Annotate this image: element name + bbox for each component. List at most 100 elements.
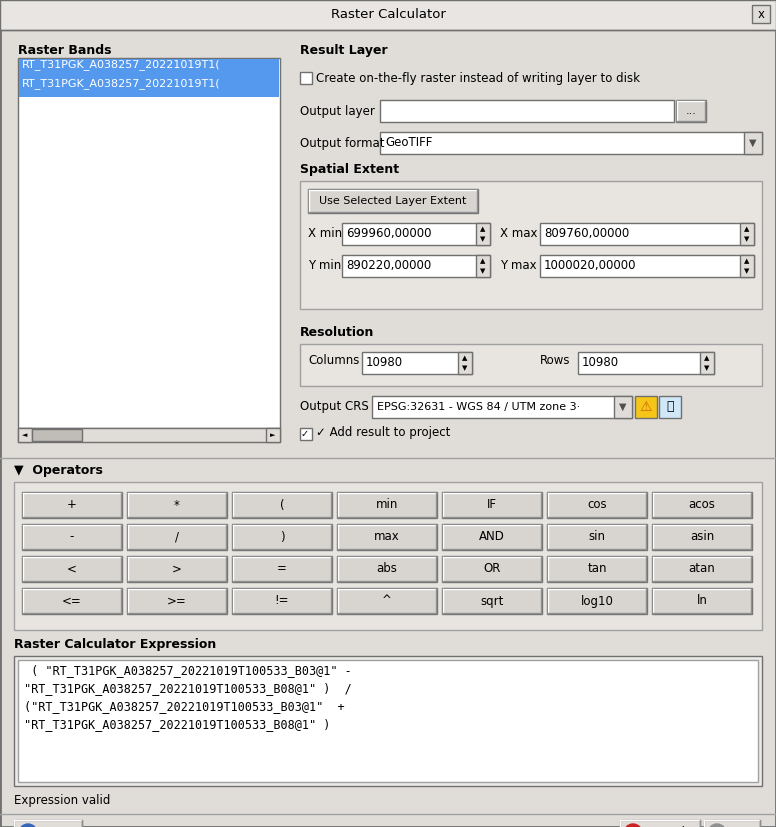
Text: ▼: ▼ [744,236,750,241]
Text: sqrt: sqrt [480,595,504,608]
Bar [740,223,754,245]
Text: Spatial Extent: Spatial Extent [300,163,399,176]
Bar [14,482,762,630]
Bar [476,223,490,245]
Text: cos: cos [587,499,607,512]
Bar [14,820,82,827]
Bar [547,588,647,614]
Text: AND: AND [479,530,505,543]
Text: ▼: ▼ [705,365,710,370]
Bar [0,0,776,30]
Bar [652,524,752,550]
Bar [127,492,227,518]
Text: log10: log10 [580,595,614,608]
Text: ln: ln [697,595,708,608]
Bar [752,5,770,23]
Text: ▲: ▲ [480,227,486,232]
Bar [232,556,332,582]
Text: EPSG:32631 - WGS 84 / UTM zone 3·: EPSG:32631 - WGS 84 / UTM zone 3· [377,402,580,412]
Bar [22,556,122,582]
Text: <: < [67,562,77,576]
Text: ^: ^ [382,595,392,608]
Bar [22,524,122,550]
Bar [18,58,280,428]
Text: Y min: Y min [308,259,341,272]
Text: >: > [172,562,182,576]
Text: ▲: ▲ [480,259,486,265]
Text: RT_T31PGK_A038257_20221019T1(: RT_T31PGK_A038257_20221019T1( [22,78,220,89]
Text: ...: ... [685,106,696,116]
Bar [362,352,472,374]
Bar [652,556,752,582]
Bar [547,524,647,550]
Text: OR: OR [483,562,501,576]
Text: ▼: ▼ [480,236,486,241]
Text: !=: != [275,595,289,608]
Bar [300,428,312,440]
Bar [652,492,752,518]
Text: ►: ► [270,432,275,438]
Text: Columns: Columns [308,354,359,367]
Text: =: = [277,562,287,576]
Bar [232,524,332,550]
Text: X min: X min [308,227,342,240]
Bar [300,344,762,386]
Text: ▲: ▲ [744,227,750,232]
Text: >=: >= [167,595,187,608]
Bar [442,492,542,518]
Bar [32,429,82,441]
Bar [458,352,472,374]
Text: max: max [374,530,400,543]
Bar [300,181,762,309]
Text: GeoTIFF: GeoTIFF [385,136,432,150]
Bar [337,492,437,518]
Text: asin: asin [690,530,714,543]
Bar [442,524,542,550]
Bar [18,660,758,782]
Text: /: / [175,530,179,543]
Text: atan: atan [688,562,715,576]
Text: ("RT_T31PGK_A038257_20221019T100533_B03@1"  +: ("RT_T31PGK_A038257_20221019T100533_B03@… [24,700,345,713]
Text: tan: tan [587,562,607,576]
Bar [578,352,714,374]
Text: ▼: ▼ [462,365,468,370]
Text: Result Layer: Result Layer [300,44,388,57]
Bar [614,396,632,418]
Text: ◄: ◄ [23,432,28,438]
Text: ( "RT_T31PGK_A038257_20221019T100533_B03@1" -: ( "RT_T31PGK_A038257_20221019T100533_B03… [24,664,352,677]
Text: ▼: ▼ [480,268,486,274]
Bar [620,820,700,827]
Bar [442,556,542,582]
Bar [232,588,332,614]
Text: ✓: ✓ [301,429,309,439]
Bar [127,556,227,582]
Text: 10980: 10980 [582,356,619,370]
Bar [476,255,490,277]
Text: Output CRS: Output CRS [300,400,369,413]
Text: +: + [67,499,77,512]
Circle shape [708,824,726,827]
Bar [19,59,279,78]
Circle shape [19,824,37,827]
Text: Use Selected Layer Extent: Use Selected Layer Extent [319,196,466,206]
Bar [744,132,762,154]
Bar [19,78,279,97]
Bar [18,428,32,442]
Text: sin: sin [588,530,605,543]
Bar [635,396,657,418]
Text: ✓ Add result to project: ✓ Add result to project [316,426,450,439]
Bar [659,396,681,418]
Text: Expression valid: Expression valid [14,794,110,807]
Text: (: ( [279,499,284,512]
Bar [380,132,762,154]
Text: X max: X max [500,227,538,240]
Circle shape [624,824,642,827]
Text: Create on-the-fly raster instead of writing layer to disk: Create on-the-fly raster instead of writ… [316,72,640,85]
Bar [540,255,754,277]
Text: ▲: ▲ [705,356,710,361]
Text: x: x [757,7,764,21]
Text: 809760,00000: 809760,00000 [544,227,629,241]
Text: ▼: ▼ [744,268,750,274]
Text: 🌐: 🌐 [667,400,674,414]
Text: Output format: Output format [300,137,384,150]
